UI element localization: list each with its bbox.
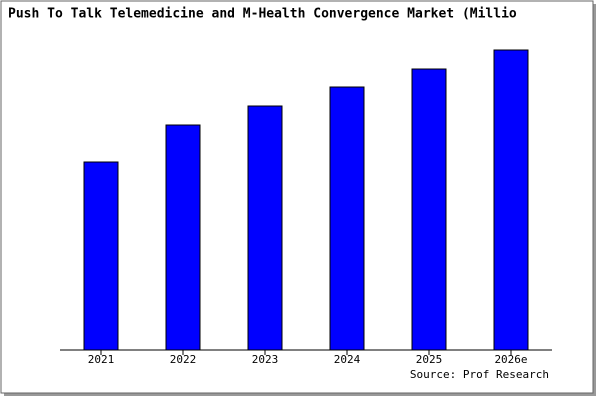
x-tick-label: 2021 [88,353,115,366]
bar [247,105,283,351]
bar [329,86,365,351]
source-note: Source: Prof Research [410,368,549,381]
chart-title: Push To Talk Telemedicine and M-Health C… [8,7,517,22]
bar [493,49,529,351]
x-tick-label: 2023 [252,353,279,366]
bar [83,161,119,351]
x-tick-label: 2024 [334,353,361,366]
x-tick-label: 2022 [170,353,197,366]
x-tick-label: 2025 [416,353,443,366]
bar [165,124,201,351]
x-tick-label: 2026e [494,353,527,366]
bar [411,68,447,351]
